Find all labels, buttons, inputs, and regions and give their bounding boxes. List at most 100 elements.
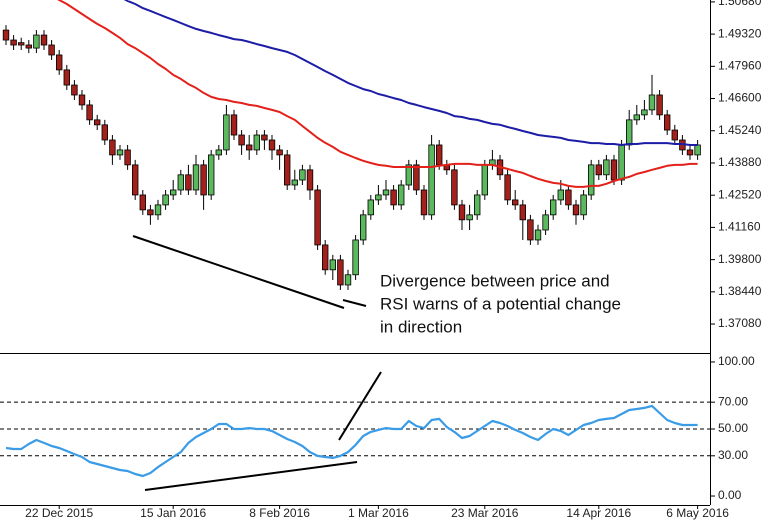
candle-body — [565, 189, 572, 206]
y-tick-label: 1.41160 — [718, 220, 761, 234]
candle-body — [504, 174, 511, 201]
y-tick-label: 100.00 — [718, 354, 755, 368]
candle-body — [329, 259, 336, 271]
candle-body — [33, 34, 40, 49]
candle-body — [542, 214, 549, 231]
y-tick-label: 1.47960 — [718, 58, 762, 72]
candle-body — [17, 42, 25, 46]
candle-body — [223, 114, 230, 151]
candle-body — [428, 144, 435, 216]
y-tick-label: 70.00 — [718, 394, 748, 408]
x-tick-label: 6 May 2016 — [666, 506, 729, 520]
candle-body — [618, 144, 625, 181]
x-tick-label: 15 Jan 2016 — [140, 506, 206, 520]
annotation-text: Divergence between price and — [380, 271, 610, 290]
candle-body — [435, 144, 443, 166]
candle-body — [147, 209, 154, 216]
y-tick-label: 1.42520 — [718, 187, 762, 201]
divergence-line — [144, 461, 358, 491]
candle-body — [382, 189, 390, 196]
candle-body — [473, 194, 481, 216]
candle-body — [109, 139, 116, 156]
y-tick-label: 1.45240 — [718, 123, 762, 137]
candle-body — [101, 124, 108, 141]
candle-body — [550, 199, 557, 216]
y-tick-label: 1.43880 — [718, 155, 762, 169]
annotation-text: RSI warns of a potential change — [380, 294, 621, 313]
candle-body — [588, 164, 595, 196]
candle-body — [527, 219, 534, 241]
candle-body — [603, 159, 610, 176]
candle-body — [572, 204, 580, 216]
candle-body — [169, 189, 177, 196]
candle-body — [10, 39, 17, 46]
line — [5, 404, 698, 478]
candle-body — [192, 164, 200, 191]
candle-body — [694, 144, 701, 156]
candle-body — [124, 149, 131, 166]
annotation: Divergence between price and RSI warns o… — [132, 235, 621, 491]
candle-body — [177, 174, 184, 191]
candle-body — [641, 109, 648, 116]
candle-body — [253, 134, 260, 151]
candle-body — [2, 29, 10, 41]
y-tick-label: 30.00 — [718, 448, 748, 462]
candle-body — [648, 94, 656, 111]
y-tick-label: 0.00 — [718, 488, 742, 502]
candle-body — [86, 104, 93, 121]
candle-body — [162, 194, 169, 206]
candle-body — [78, 94, 86, 106]
y-tick-label: 1.38440 — [718, 284, 762, 298]
annotation-text: in direction — [380, 317, 462, 336]
x-tick-label: 14 Apr 2016 — [566, 506, 631, 520]
candle-body — [633, 114, 640, 121]
candle-body — [610, 159, 618, 181]
candle-body — [534, 229, 542, 241]
x-tick-label: 23 Mar 2016 — [451, 506, 519, 520]
candle-body — [519, 204, 526, 221]
rsi-panel — [0, 401, 710, 478]
candle-body — [512, 199, 519, 206]
axes: 1.50680 1.49320 1.47960 1.46600 1.45240 1.438… — [0, 0, 762, 520]
candle-body — [481, 164, 488, 196]
candle-body — [94, 119, 101, 126]
candle-body — [375, 194, 382, 201]
candle-body — [207, 154, 215, 196]
pointer-line — [342, 299, 367, 307]
candle-body — [131, 164, 139, 196]
candle-body — [139, 194, 146, 211]
candle-body — [116, 149, 124, 156]
candle-body — [595, 164, 602, 176]
candle-body — [283, 154, 291, 186]
candle-body — [268, 139, 276, 151]
candle-body — [390, 189, 397, 206]
candle-body — [656, 94, 663, 116]
y-tick-label: 1.50680 — [718, 0, 762, 8]
candle-body — [352, 239, 359, 276]
candle-body — [626, 119, 633, 146]
candle-body — [664, 114, 671, 131]
candle-body — [413, 164, 420, 191]
candle-body — [230, 114, 238, 136]
candle-body — [291, 179, 298, 186]
candle-body — [299, 169, 306, 181]
candle-body — [245, 144, 253, 151]
candle-body — [40, 34, 48, 46]
pointer-line — [338, 371, 382, 441]
candle-body — [451, 169, 458, 206]
candle-body — [56, 54, 63, 71]
candle-body — [48, 44, 55, 56]
candle-body — [458, 204, 466, 221]
y-tick-label: 50.00 — [718, 421, 748, 435]
candle-body — [671, 129, 678, 141]
line — [123, 0, 698, 146]
y-tick-label: 1.39800 — [718, 252, 762, 266]
candle-body — [314, 189, 321, 246]
price-panel — [2, 0, 701, 290]
candle-body — [238, 134, 245, 146]
candle-body — [359, 214, 367, 241]
candle-body — [344, 274, 352, 286]
candle-body — [154, 204, 162, 216]
